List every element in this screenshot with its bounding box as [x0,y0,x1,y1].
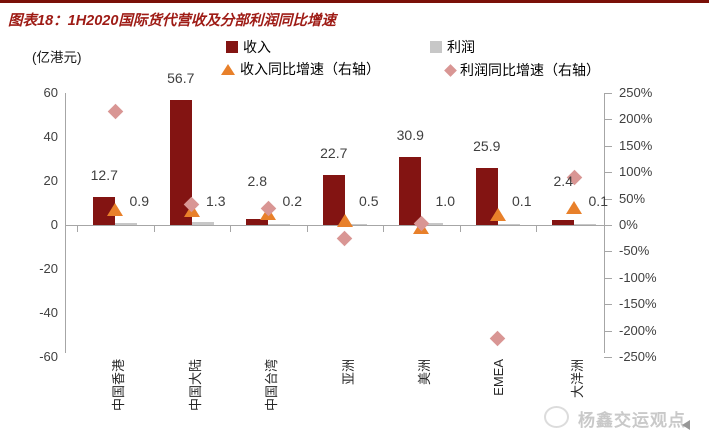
right-axis-tick-label: -100% [619,269,657,285]
profit-bar [574,224,597,225]
right-axis-tick [604,145,612,147]
profit-bar [268,224,291,225]
legend-item-profit: 利润 [430,37,475,57]
right-axis-tick [604,277,612,279]
x-axis-category-label: 中国香港 [111,359,127,412]
right-axis-tick [604,93,612,94]
revenue-data-label: 25.9 [473,138,501,155]
right-axis-tick-label: -50% [619,243,650,259]
profit-growth-marker [489,330,506,347]
revenue-data-label: 22.7 [320,145,348,162]
profit-growth-marker [107,103,124,120]
revenue-swatch-icon [226,41,238,53]
profit-bar [115,223,138,225]
profit-data-label: 0.1 [588,193,608,209]
profit-growth-marker [336,230,353,246]
legend-item-profit-label: 利润 [447,39,475,55]
revenue-data-label: 30.9 [396,127,424,144]
left-axis-tick-label: -20 [39,261,58,276]
watermark-logo-icon [544,406,569,428]
right-axis-tick [604,357,612,358]
x-axis-tick [306,225,308,232]
x-axis-category-label: EMEA [490,359,506,396]
left-axis-line [65,93,66,353]
revenue-data-label: 56.7 [167,70,195,87]
watermark-text: 杨鑫交运观点 [578,411,686,430]
revenue-bar [399,157,422,225]
x-axis-category-label: 中国台湾 [264,359,280,412]
x-axis-category-label: 亚洲 [340,359,356,386]
right-axis-tick-label: -250% [619,349,657,364]
x-axis-tick [77,225,78,232]
left-axis-tick-label: -60 [39,349,58,364]
profit-data-label: 1.3 [206,193,226,209]
right-axis-tick [604,172,612,174]
figure-top-border [0,0,709,3]
x-axis-tick [230,225,231,232]
revenue-data-label: 12.7 [90,167,118,184]
x-axis-category-label: 中国大陆 [187,359,203,412]
right-axis-tick-label: -150% [619,296,657,312]
left-axis-tick-label: -40 [39,305,58,320]
x-axis-tick [383,225,384,232]
revenue-bar [552,219,575,225]
legend-item-revenue-growth-label: 收入同比增速（右轴） [240,61,380,77]
right-axis-tick [604,119,612,121]
right-axis-tick [604,225,612,226]
right-axis-tick-label: 200% [619,111,653,127]
x-axis-tick [536,225,537,232]
profit-swatch-icon [430,41,442,53]
x-axis-category-label: 大洋洲 [570,359,586,399]
legend-item-profit-growth: 利润同比增速（右轴） [444,60,600,80]
revenue-bar [169,100,192,225]
diamond-swatch-icon [444,63,457,77]
legend-item-revenue: 收入 [226,37,271,57]
profit-data-label: 1.0 [435,193,455,209]
revenue-growth-marker [107,203,124,217]
profit-bar [497,224,520,225]
right-axis-line [604,93,605,353]
profit-data-label: 0.9 [129,193,149,209]
left-axis-tick-label: 40 [43,129,58,144]
right-axis-tick [604,251,612,253]
revenue-data-label: 2.4 [553,173,573,189]
right-axis-tick-label: 0% [619,217,638,232]
revenue-bar [246,218,269,225]
chart-title: 图表18：1H2020国际货代营收及分部利润同比增速 [8,13,336,29]
profit-data-label: 0.5 [359,193,379,209]
right-axis-tick-label: 150% [619,137,653,153]
left-axis-tick-label: 60 [43,85,58,100]
legend-item-profit-growth-label: 利润同比增速（右轴） [460,62,600,78]
legend-item-revenue-growth: 收入同比增速（右轴） [221,59,380,79]
right-axis-tick-label: -200% [619,322,657,338]
legend-item-revenue-label: 收入 [243,39,271,55]
revenue-bar [322,175,345,225]
right-axis-tick-label: 50% [619,190,646,206]
left-axis-unit-label: (亿港元) [32,50,82,65]
profit-bar [344,223,367,225]
triangle-swatch-icon [221,63,235,75]
left-axis-tick-label: 20 [43,173,58,188]
right-axis-tick [604,198,612,200]
profit-bar [421,222,444,225]
right-axis-tick-label: 250% [619,85,653,100]
watermark: 杨鑫交运观点 [540,398,705,440]
left-axis-tick-label: 0 [50,217,58,232]
right-axis-tick-label: 100% [619,164,653,180]
profit-bar [191,222,214,225]
right-axis-tick [604,330,612,332]
right-axis-tick [604,304,612,306]
revenue-growth-marker [336,213,353,227]
revenue-data-label: 2.8 [247,173,267,189]
profit-data-label: 0.2 [282,193,302,209]
x-axis-tick [153,225,155,232]
x-axis-tick [459,225,461,232]
watermark-arrow-left-icon [682,420,690,430]
zero-axis-line [65,225,604,226]
x-axis-category-label: 美洲 [417,359,433,386]
revenue-growth-marker [566,200,583,214]
profit-data-label: 0.1 [512,193,532,209]
revenue-growth-marker [489,208,506,222]
